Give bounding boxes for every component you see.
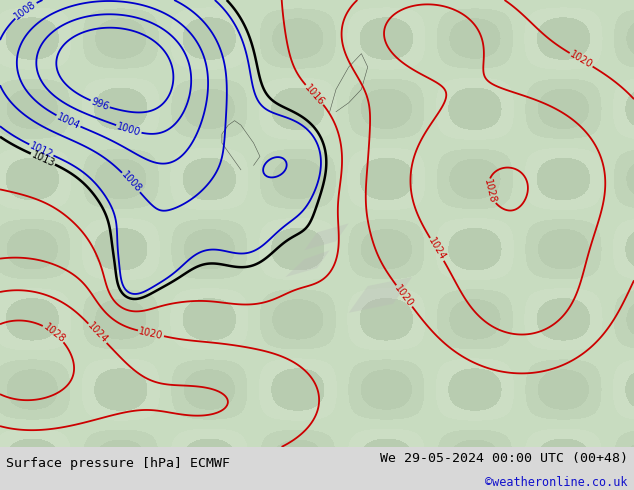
Text: Surface pressure [hPa] ECMWF: Surface pressure [hPa] ECMWF — [6, 457, 230, 470]
Text: 1004: 1004 — [55, 111, 82, 131]
Text: 1013: 1013 — [30, 149, 56, 169]
Text: 1028: 1028 — [482, 178, 497, 205]
Text: 1028: 1028 — [41, 321, 67, 344]
Text: 1020: 1020 — [568, 49, 594, 71]
Text: 1008: 1008 — [13, 0, 38, 21]
Text: 1024: 1024 — [86, 321, 110, 345]
Polygon shape — [349, 277, 412, 313]
Text: 1000: 1000 — [115, 121, 142, 138]
Polygon shape — [304, 223, 349, 250]
Text: 1020: 1020 — [393, 283, 415, 309]
Text: 1012: 1012 — [28, 140, 55, 160]
Text: 1020: 1020 — [138, 326, 164, 341]
Polygon shape — [285, 250, 330, 277]
Text: 996: 996 — [90, 97, 110, 112]
Text: 1024: 1024 — [426, 236, 448, 263]
Text: We 29-05-2024 00:00 UTC (00+48): We 29-05-2024 00:00 UTC (00+48) — [380, 452, 628, 466]
Text: 1016: 1016 — [303, 82, 327, 107]
Text: ©weatheronline.co.uk: ©weatheronline.co.uk — [485, 476, 628, 489]
Text: 1008: 1008 — [119, 170, 143, 195]
